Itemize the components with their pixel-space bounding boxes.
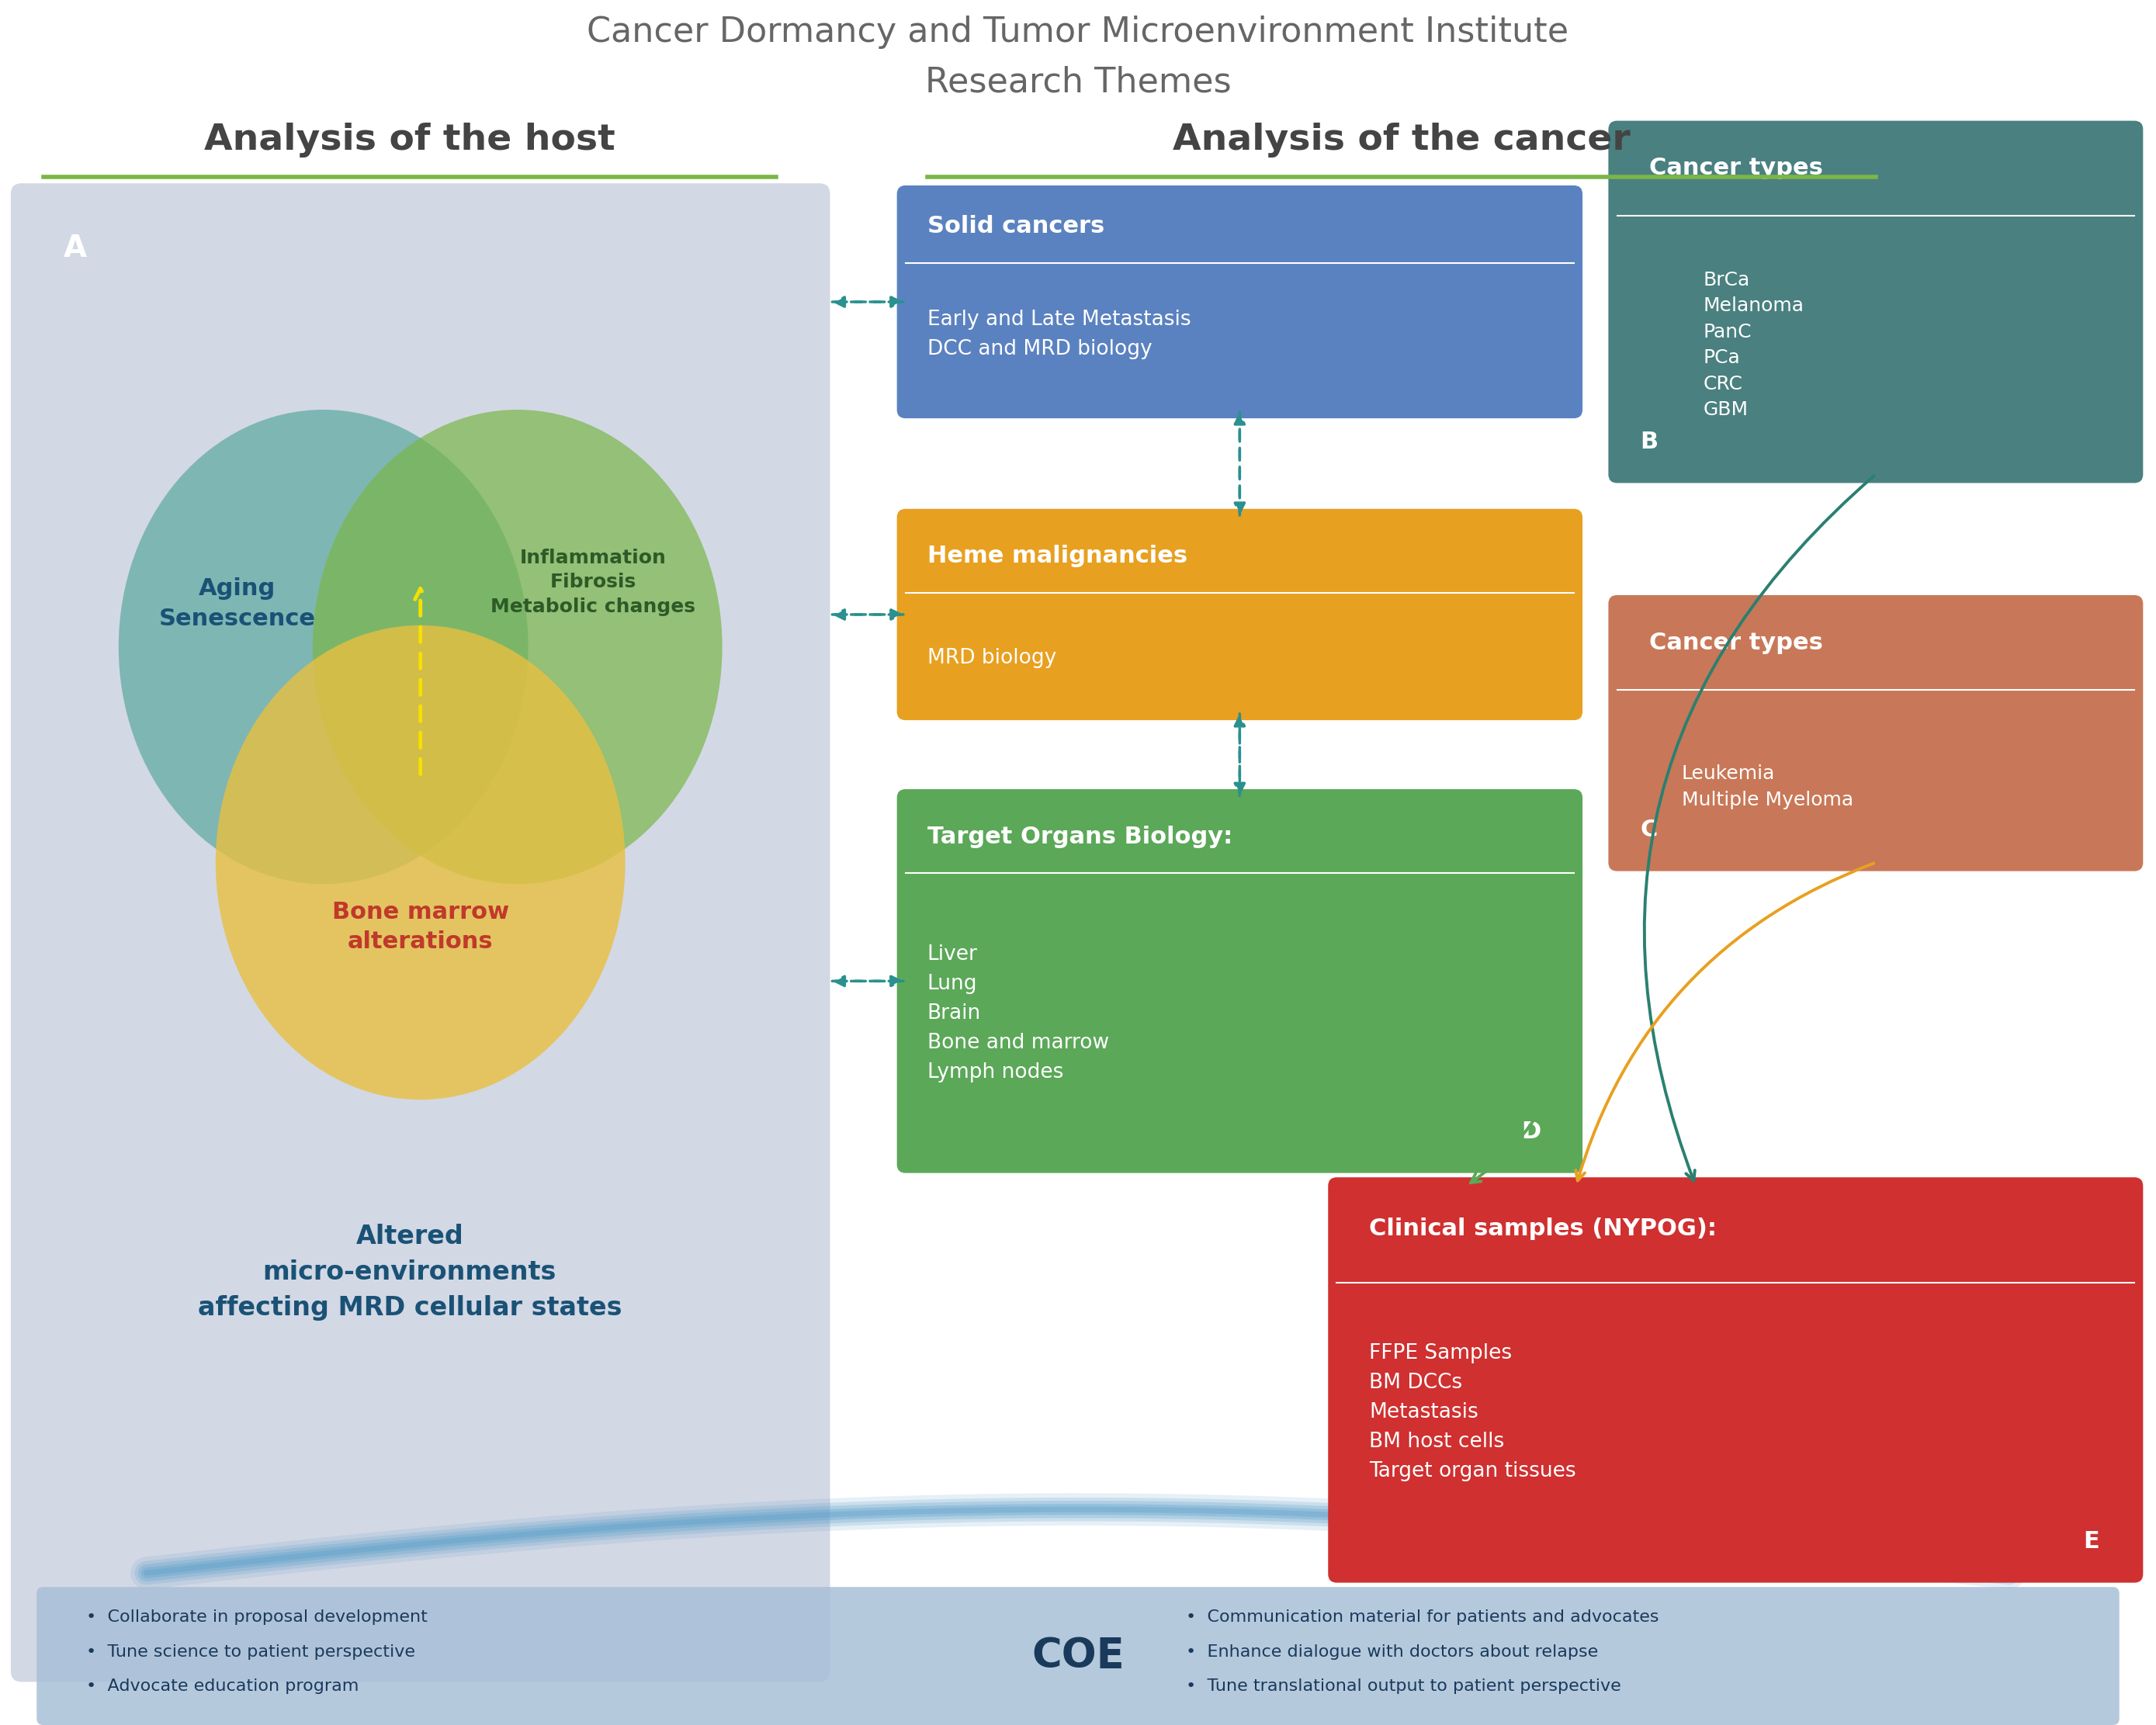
- Text: Target Organs Biology:: Target Organs Biology:: [927, 825, 1233, 849]
- Text: Inflammation
Fibrosis
Metabolic changes: Inflammation Fibrosis Metabolic changes: [489, 549, 696, 616]
- FancyBboxPatch shape: [897, 509, 1583, 721]
- FancyBboxPatch shape: [1328, 1176, 2143, 1584]
- Text: COE: COE: [1031, 1635, 1125, 1677]
- FancyBboxPatch shape: [37, 1587, 2119, 1725]
- Text: Heme malignancies: Heme malignancies: [927, 545, 1188, 568]
- Text: •  Tune translational output to patient perspective: • Tune translational output to patient p…: [1186, 1678, 1621, 1694]
- Text: Solid cancers: Solid cancers: [927, 216, 1104, 238]
- Text: MRD biology: MRD biology: [927, 647, 1056, 668]
- Ellipse shape: [216, 626, 625, 1101]
- Text: Liver
Lung
Brain
Bone and marrow
Lymph nodes: Liver Lung Brain Bone and marrow Lymph n…: [927, 944, 1108, 1083]
- Text: C: C: [1641, 819, 1658, 842]
- Text: Bone marrow
alterations: Bone marrow alterations: [332, 900, 509, 954]
- Ellipse shape: [313, 409, 722, 883]
- Text: •  Enhance dialogue with doctors about relapse: • Enhance dialogue with doctors about re…: [1186, 1644, 1598, 1659]
- FancyBboxPatch shape: [897, 185, 1583, 417]
- Text: FFPE Samples
BM DCCs
Metastasis
BM host cells
Target organ tissues: FFPE Samples BM DCCs Metastasis BM host …: [1369, 1344, 1576, 1482]
- Text: Cancer types: Cancer types: [1649, 631, 1824, 654]
- FancyBboxPatch shape: [11, 183, 830, 1682]
- Text: Research Themes: Research Themes: [925, 66, 1231, 98]
- Text: Leukemia
Multiple Myeloma: Leukemia Multiple Myeloma: [1682, 764, 1854, 809]
- Text: Clinical samples (NYPOG):: Clinical samples (NYPOG):: [1369, 1218, 1716, 1240]
- Text: Altered
micro-environments
affecting MRD cellular states: Altered micro-environments affecting MRD…: [198, 1223, 621, 1321]
- Text: A: A: [65, 233, 86, 262]
- FancyBboxPatch shape: [1608, 121, 2143, 483]
- Text: •  Tune science to patient perspective: • Tune science to patient perspective: [86, 1644, 416, 1659]
- Text: E: E: [2083, 1530, 2100, 1552]
- Text: Early and Late Metastasis
DCC and MRD biology: Early and Late Metastasis DCC and MRD bi…: [927, 309, 1190, 359]
- Text: •  Advocate education program: • Advocate education program: [86, 1678, 358, 1694]
- Text: Cancer Dormancy and Tumor Microenvironment Institute: Cancer Dormancy and Tumor Microenvironme…: [586, 16, 1570, 48]
- Text: Cancer types: Cancer types: [1649, 157, 1824, 179]
- Text: Aging
Senescence: Aging Senescence: [160, 578, 315, 630]
- Ellipse shape: [119, 409, 528, 883]
- Text: D: D: [1520, 1121, 1542, 1144]
- Text: •  Communication material for patients and advocates: • Communication material for patients an…: [1186, 1609, 1658, 1625]
- Text: Analysis of the cancer: Analysis of the cancer: [1173, 122, 1630, 157]
- Text: •  Collaborate in proposal development: • Collaborate in proposal development: [86, 1609, 427, 1625]
- FancyBboxPatch shape: [897, 788, 1583, 1173]
- Text: B: B: [1641, 431, 1658, 454]
- Text: Analysis of the host: Analysis of the host: [205, 122, 614, 157]
- Text: BrCa
Melanoma
PanC
PCa
CRC
GBM: BrCa Melanoma PanC PCa CRC GBM: [1703, 271, 1805, 419]
- FancyBboxPatch shape: [1608, 595, 2143, 871]
